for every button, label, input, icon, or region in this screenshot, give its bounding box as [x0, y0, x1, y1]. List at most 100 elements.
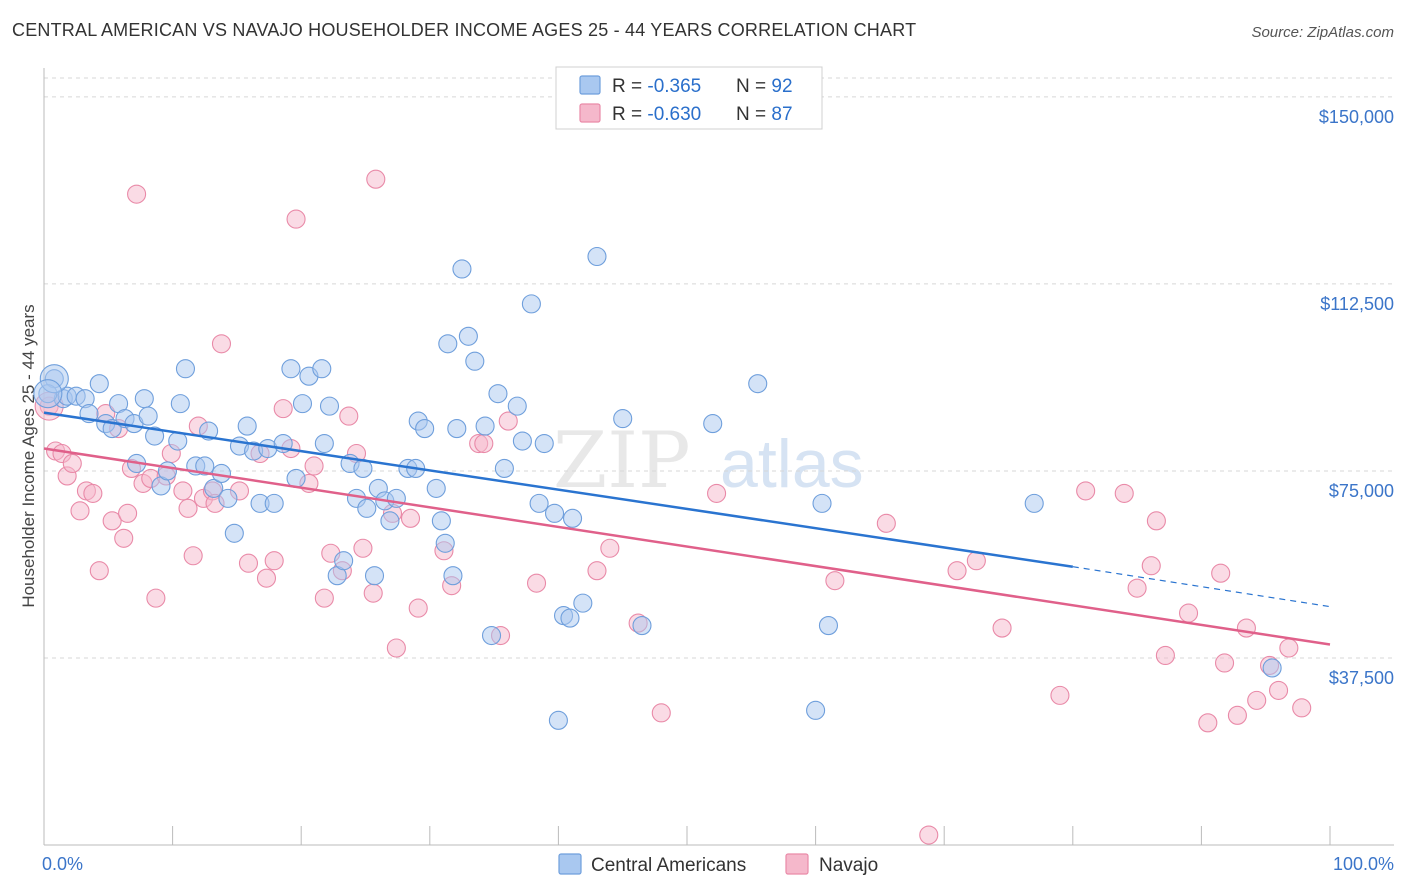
navajo-point-69 — [1050, 685, 1070, 705]
legend-r-value-blue: -0.365 — [647, 76, 701, 97]
legend-swatch-pink — [579, 103, 601, 123]
navajo-point-58 — [587, 561, 607, 581]
navajo-point-22 — [178, 498, 198, 518]
navajo-point-33 — [264, 551, 284, 571]
central-american-point-26 — [218, 488, 238, 508]
legend-n-value-blue: 92 — [771, 76, 792, 97]
central-american-point-65 — [465, 351, 485, 371]
navajo-point-75 — [1155, 645, 1175, 666]
legend-n-label-pink: N = — [736, 104, 771, 125]
navajo-point-86 — [1292, 698, 1312, 718]
navajo-point-15 — [127, 184, 147, 204]
navajo-point-62 — [707, 483, 727, 503]
navajo-point-54 — [474, 433, 494, 454]
central-american-point-84 — [703, 414, 723, 434]
navajo-point-18 — [146, 588, 166, 608]
axes — [43, 68, 1394, 846]
central-american-point-70 — [507, 396, 527, 416]
central-american-point-85 — [748, 374, 768, 394]
central-american-point-66 — [475, 416, 495, 436]
navajo-point-74 — [1146, 511, 1166, 531]
central-american-point-74 — [534, 433, 554, 454]
central-american-point-51 — [380, 511, 400, 531]
navajo-point-28 — [211, 334, 232, 354]
central-american-point-87 — [812, 493, 832, 513]
svg-text:N = 87: N = 87 — [736, 104, 793, 125]
legend-n-value-pink: 87 — [771, 104, 792, 125]
legend-r-label-blue: R = — [612, 76, 647, 97]
central-american-point-29 — [237, 416, 257, 436]
central-american-point-61 — [443, 566, 463, 586]
legend-n-label-blue: N = — [736, 76, 771, 97]
navajo-point-56 — [498, 411, 518, 431]
central-american-point-33 — [264, 493, 284, 513]
navajo-point-12 — [114, 528, 134, 548]
navajo-point-63 — [825, 571, 845, 591]
central-american-point-39 — [312, 359, 332, 379]
navajo-point-7 — [83, 483, 103, 503]
central-american-point-69 — [494, 458, 514, 479]
navajo-point-8 — [89, 561, 109, 581]
y-tick-label-1: $75,000 — [1329, 481, 1394, 501]
central-american-point-62 — [447, 419, 467, 439]
navajo-point-44 — [353, 538, 373, 558]
y-tick-labels: $37,500 $75,000 $112,500 $150,000 — [1319, 107, 1394, 688]
x-tick-label-max: 100.0% — [1333, 854, 1394, 874]
central-american-point-60 — [438, 334, 458, 354]
trend-lines — [43, 411, 1331, 646]
navajo-point-82 — [1247, 690, 1267, 710]
legend-swatch-blue — [579, 75, 601, 95]
central-american-point-59 — [435, 533, 455, 553]
svg-text:N = 92: N = 92 — [736, 76, 793, 97]
correlation-legend: R = -0.365 N = 92 R = -0.630 N = 87 — [555, 66, 823, 130]
central-american-point-57 — [426, 478, 446, 498]
navajo-point-21 — [173, 481, 193, 501]
navajo-point-23 — [183, 546, 203, 566]
navajo-point-81 — [1236, 618, 1256, 638]
navajo-point-84 — [1269, 680, 1289, 700]
navajo-point-76 — [1178, 603, 1199, 623]
navajo-trend-line — [43, 447, 1331, 646]
watermark-zip: ZIP — [553, 416, 691, 506]
central-american-point-20 — [175, 359, 196, 379]
navajo-point-77 — [1198, 713, 1218, 733]
legend-r-value-pink: -0.630 — [647, 104, 701, 125]
central-american-point-82 — [613, 409, 633, 429]
navajo-point-10 — [102, 511, 122, 531]
central-american-point-47 — [357, 498, 377, 518]
central-american-point-68 — [488, 384, 508, 404]
navajo-point-42 — [339, 406, 359, 426]
y-tick-label-3: $150,000 — [1319, 107, 1394, 127]
central-american-point-22 — [195, 456, 215, 476]
legend-r-label-pink: R = — [612, 104, 647, 125]
navajo-point-73 — [1141, 556, 1161, 576]
navajo-point-13 — [118, 503, 138, 523]
navajo-point-30 — [238, 553, 259, 573]
central-american-point-67 — [481, 625, 502, 646]
navajo-point-61 — [651, 703, 671, 723]
central-american-point-15 — [145, 426, 165, 446]
series-legend-swatch-pink — [785, 853, 809, 875]
central-american-point-73 — [521, 294, 541, 314]
y-tick-label-0: $37,500 — [1329, 668, 1394, 688]
central-american-point-89 — [1024, 493, 1044, 513]
navajo-point-79 — [1214, 653, 1235, 673]
navajo-point-85 — [1279, 638, 1299, 658]
navajo-point-64 — [876, 513, 896, 533]
navajo-point-59 — [600, 538, 620, 558]
central-american-point-48 — [364, 566, 385, 586]
central-american-point-58 — [431, 511, 451, 531]
central-american-point-37 — [292, 394, 313, 414]
navajo-point-68 — [992, 618, 1012, 638]
central-american-point-71 — [512, 431, 532, 451]
navajo-point-50 — [408, 598, 428, 618]
navajo-point-38 — [304, 456, 324, 476]
y-tick-label-2: $112,500 — [1320, 294, 1394, 314]
central-american-point-52 — [386, 488, 406, 508]
navajo-point-49 — [400, 508, 421, 528]
navajo-point-78 — [1211, 563, 1231, 583]
central-american-point-13 — [134, 389, 154, 409]
central-american-point-27 — [224, 523, 244, 543]
central-american-point-88 — [818, 616, 839, 636]
